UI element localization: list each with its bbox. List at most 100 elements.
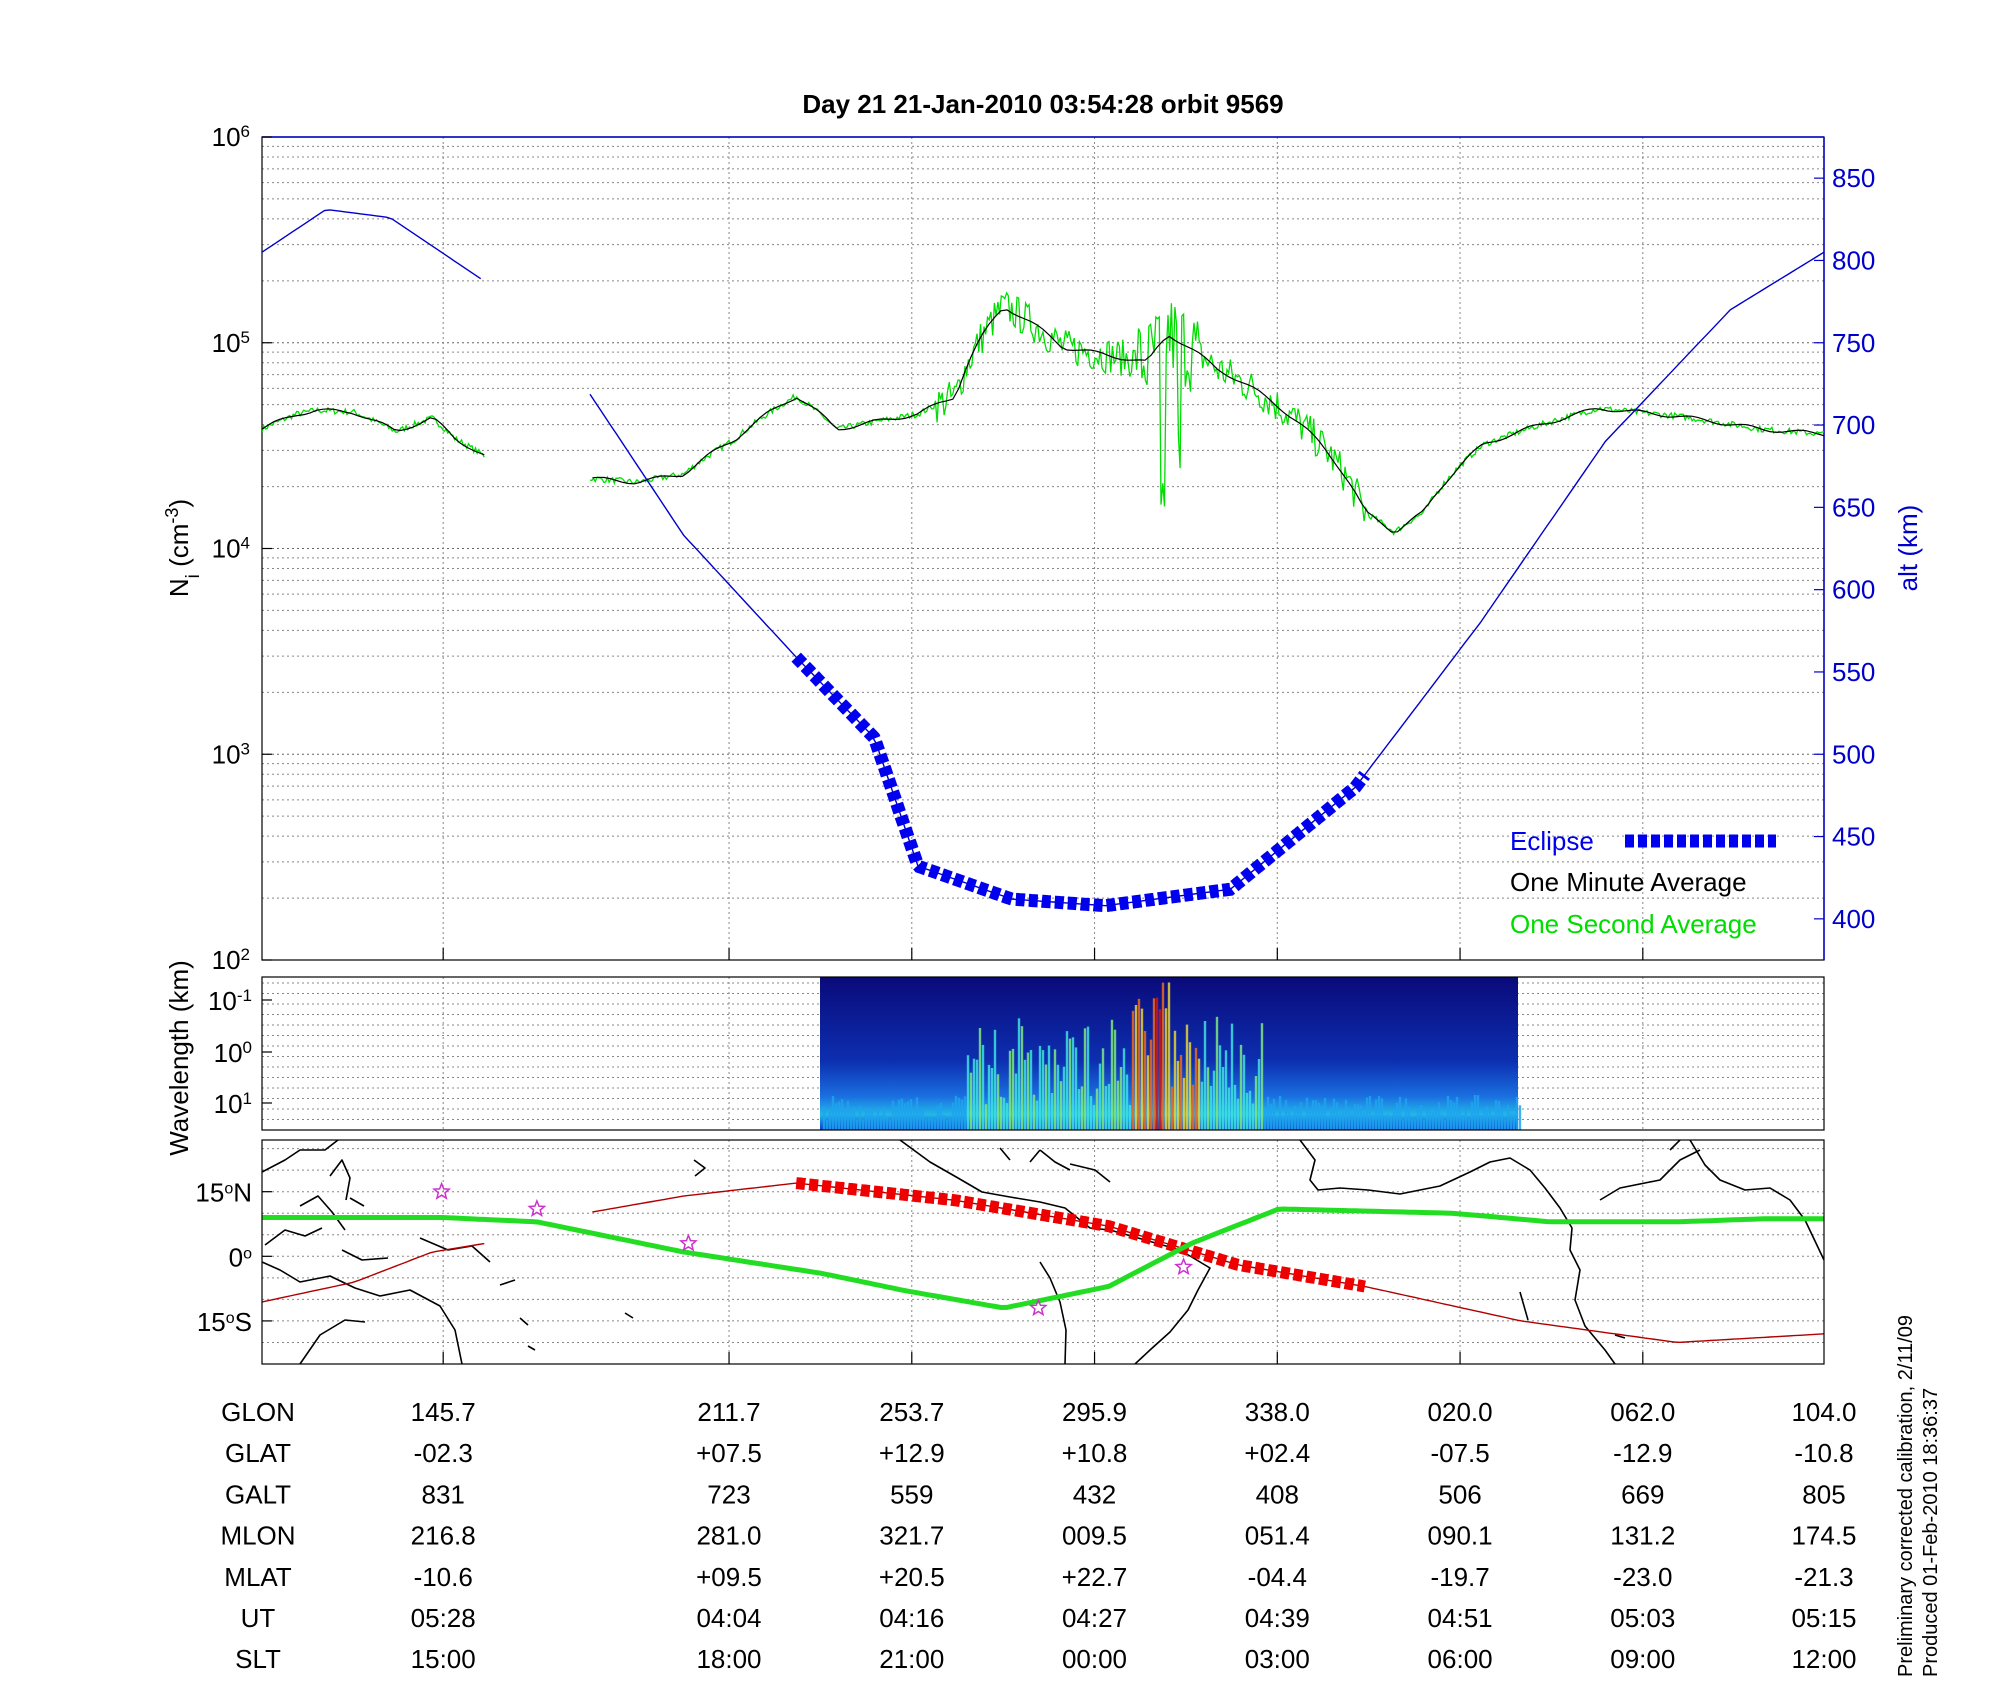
spectrogram-streak	[1176, 1060, 1180, 1130]
spectrogram-streak	[1488, 1110, 1492, 1130]
spectrogram-streak	[1383, 1115, 1387, 1130]
table-cell: +12.9	[879, 1438, 945, 1468]
table-row-label: GALT	[225, 1479, 291, 1509]
table-cell: +20.5	[879, 1562, 945, 1592]
table-cell: -04.4	[1248, 1562, 1307, 1592]
density-y-label: Ni (cm-3)	[162, 499, 204, 597]
spectrogram-streak	[963, 1096, 967, 1130]
spectrogram-streak	[1182, 1077, 1186, 1130]
spectrogram-streak	[1299, 1102, 1303, 1130]
table-cell: +22.7	[1062, 1562, 1128, 1592]
density-y-tick-label: 102	[212, 945, 250, 976]
table-cell: +10.8	[1062, 1438, 1128, 1468]
spectrogram-y-tick-label: 101	[214, 1089, 252, 1120]
spectrogram-streak	[1038, 1045, 1042, 1130]
spectrogram-streak	[885, 1117, 889, 1130]
spectrogram-streak	[1305, 1097, 1309, 1130]
spectrogram-streak	[1233, 1084, 1237, 1130]
spectrogram-streak	[1518, 1105, 1522, 1130]
spectrogram-streak	[1203, 1021, 1207, 1130]
table-cell: 05:28	[411, 1603, 476, 1633]
spectrogram-streak	[990, 1068, 994, 1130]
table-cell: +09.5	[696, 1562, 762, 1592]
spectrogram-streak	[1494, 1100, 1498, 1130]
table-row-label: GLAT	[225, 1438, 291, 1468]
spectrogram-streak	[1155, 997, 1159, 1130]
spectrogram-streak	[1125, 1074, 1129, 1130]
spectrogram-streak	[1296, 1106, 1300, 1130]
spectrogram-streak	[1011, 1048, 1015, 1130]
map-y-ticks: 15oN 0o 15oS	[195, 1178, 272, 1337]
spectrogram-streak	[1248, 1090, 1252, 1130]
spectrogram-streak	[1212, 1070, 1216, 1130]
spectrogram-streak	[1083, 1028, 1087, 1130]
spectrogram-streak	[1050, 1093, 1054, 1130]
map-y-tick-label: 15oS	[197, 1307, 252, 1337]
spectrogram-streak	[1131, 1010, 1135, 1130]
spectrogram-streak	[1335, 1102, 1339, 1130]
spectrogram-streak	[1152, 998, 1156, 1130]
series-altitude	[262, 209, 1824, 907]
table-cell: 03:00	[1245, 1644, 1310, 1674]
spectrogram-streak	[1089, 1096, 1093, 1130]
table-row-label: MLON	[220, 1521, 295, 1551]
table-cell: 09:00	[1610, 1644, 1675, 1674]
table-cell: 805	[1802, 1479, 1845, 1509]
density-series	[262, 209, 1824, 913]
spectrogram-streak	[948, 1119, 952, 1130]
table-cell: 506	[1438, 1479, 1481, 1509]
spectrogram-y-tick-label: 10-1	[208, 986, 252, 1017]
spectrogram-streak	[1206, 1067, 1210, 1130]
spectrogram-streak	[1056, 1064, 1060, 1130]
spectrogram-streak	[1041, 1050, 1045, 1130]
table-cell: 295.9	[1062, 1397, 1127, 1427]
map-star-marker	[1174, 1257, 1194, 1276]
table-row-label: GLON	[221, 1397, 295, 1427]
spectrogram-streak	[1008, 1050, 1012, 1130]
spectrogram-streak	[1293, 1105, 1297, 1130]
spectrogram-streak	[822, 1106, 826, 1130]
spectrogram-streak	[1068, 1038, 1072, 1130]
spectrogram-streak	[1119, 1067, 1123, 1130]
spectrogram-streak	[1116, 1080, 1120, 1130]
spectrogram-streak	[981, 1044, 985, 1130]
spectrogram-streak	[1077, 1089, 1081, 1130]
spectrogram-streak	[1512, 1113, 1516, 1130]
altitude-y-ticks: 400 450 500 550 600 650 700 750 800 850	[1814, 163, 1875, 934]
spectrogram-streak	[1200, 1081, 1204, 1130]
spectrogram-streak	[960, 1099, 964, 1130]
spectrogram-streak	[1104, 1086, 1108, 1130]
table-cell: 281.0	[696, 1521, 761, 1551]
spectrogram-streak	[879, 1115, 883, 1130]
spectrogram-streak	[1413, 1119, 1417, 1130]
spectrogram-streak	[843, 1110, 847, 1130]
coast-africa-europe	[1299, 1140, 1824, 1364]
spectrogram-streak	[888, 1119, 892, 1130]
spectrogram-streak	[1302, 1117, 1306, 1130]
spectrogram-streak	[1269, 1104, 1273, 1130]
spectrogram-streak	[1197, 1058, 1201, 1130]
table-cell: 090.1	[1428, 1521, 1493, 1551]
spectrogram-streak	[1416, 1109, 1420, 1130]
spectrogram-streak	[834, 1103, 838, 1130]
density-y-tick-label: 104	[212, 533, 250, 564]
spectrogram-streak	[993, 1029, 997, 1130]
spectrogram-streak	[996, 1074, 1000, 1130]
coast-indonesia	[264, 1159, 706, 1351]
spectrogram-streak	[1320, 1105, 1324, 1130]
spectrogram-streak	[1086, 1026, 1090, 1130]
spectrogram-streak	[1005, 1103, 1009, 1130]
spectrogram-streak	[1398, 1096, 1402, 1130]
spectrogram-streak	[1044, 1064, 1048, 1130]
spectrogram-streak	[1281, 1117, 1285, 1130]
spectrogram-streak	[1047, 1045, 1051, 1130]
altitude-y-tick-label: 700	[1832, 410, 1875, 440]
table-cell: -10.6	[414, 1562, 473, 1592]
spectrogram-streak	[1332, 1098, 1336, 1130]
spectrogram-streak	[927, 1118, 931, 1130]
spectrogram-streak	[1080, 1086, 1084, 1130]
spectrogram-streak	[1023, 1059, 1027, 1130]
spectrogram-streak	[999, 1096, 1003, 1130]
spectrogram-streak	[1107, 1083, 1111, 1130]
chart-title: Day 21 21-Jan-2010 03:54:28 orbit 9569	[802, 89, 1283, 119]
